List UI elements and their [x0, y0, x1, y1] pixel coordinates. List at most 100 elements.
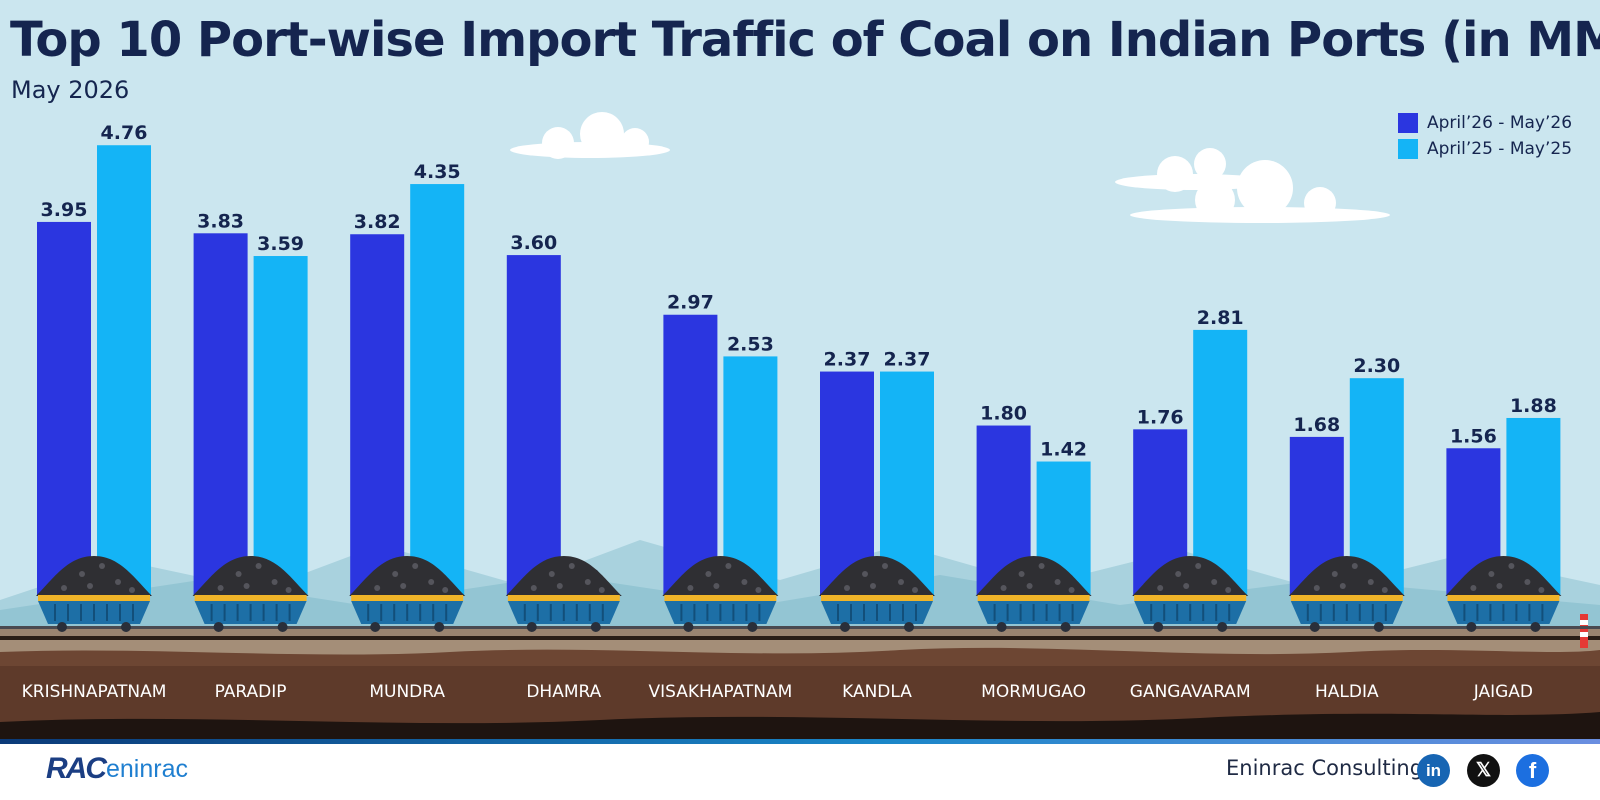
chart-title: Top 10 Port-wise Import Traffic of Coal …	[10, 12, 1600, 68]
category-label: HALDIA	[1315, 682, 1379, 702]
wagon-rim	[1447, 595, 1560, 601]
wagon-wheel	[277, 622, 288, 632]
legend-swatch-current	[1398, 113, 1418, 133]
wagon-rib	[1019, 604, 1022, 621]
wagon-rib	[1476, 604, 1479, 621]
coal-lump	[844, 585, 850, 591]
coal-lump	[1351, 563, 1358, 569]
coal-lump	[87, 583, 93, 589]
coal-lump	[755, 587, 762, 593]
wagon-rib	[993, 604, 996, 621]
coal-lump	[1183, 583, 1190, 589]
wagon-rib	[1032, 604, 1035, 621]
wagon-rib	[863, 604, 865, 621]
bar-value-label: 2.97	[667, 292, 714, 314]
bar-current	[663, 314, 718, 596]
wagon-rib	[132, 604, 134, 621]
legend-label-previous: April’25 - May’25	[1427, 139, 1573, 159]
wagon-rib	[93, 604, 95, 621]
wagon-rim	[351, 595, 464, 601]
bar-previous	[97, 145, 151, 596]
wagon-rib	[80, 604, 82, 621]
coal-lump	[1524, 579, 1531, 585]
bar-value-label: 3.82	[354, 211, 401, 233]
wagon-rib	[876, 604, 878, 621]
wagon-rib	[1071, 604, 1074, 621]
wagon-rim	[664, 595, 777, 601]
wagon-rib	[1176, 604, 1179, 621]
category-label: GANGAVARAM	[1130, 682, 1251, 702]
cloud-right	[1115, 148, 1390, 223]
coal-lump	[1038, 563, 1045, 569]
wagon-rib	[249, 604, 252, 621]
wagon-wheel	[434, 622, 445, 632]
coal-lump	[1381, 587, 1388, 593]
bar-current	[193, 233, 248, 596]
coal-lump	[217, 585, 224, 591]
wagon-rim	[1290, 595, 1403, 601]
coal-lump	[285, 587, 292, 593]
coal-lump	[1068, 587, 1075, 593]
chart-subtitle: May 2026	[11, 76, 130, 104]
cloud-left	[510, 112, 670, 159]
wagon-rib	[889, 604, 891, 621]
wagon-rib	[523, 604, 526, 621]
bar-value-label: 4.35	[414, 161, 461, 183]
coal-lump	[271, 579, 278, 585]
wagon-wheel	[57, 622, 67, 632]
coal-lump	[400, 583, 407, 589]
coal-lump	[530, 585, 537, 591]
wagon-rib	[275, 604, 278, 621]
wagon-rib	[288, 604, 291, 621]
wagon-rib	[1006, 604, 1009, 621]
wagon-rib	[236, 604, 239, 621]
bar-current	[37, 221, 91, 596]
wagon-wheel	[1060, 622, 1071, 632]
coal-lump	[442, 587, 449, 593]
facebook-icon[interactable]: f	[1516, 754, 1549, 787]
wagon-rib	[536, 604, 539, 621]
coal-lump	[1470, 585, 1477, 591]
coal-lump	[99, 563, 105, 569]
wagon-rim	[821, 595, 933, 601]
bar-group-mundra: 3.82 4.35 MUNDRA	[349, 161, 466, 702]
wagon-rib	[1045, 604, 1048, 621]
bar-value-label: 2.37	[884, 349, 931, 371]
logo-mark: RAC	[46, 752, 107, 785]
legend-label-current: April’26 - May’26	[1427, 113, 1573, 133]
coal-lump	[1026, 583, 1033, 589]
bar-value-label: 1.88	[1510, 395, 1557, 417]
wagon-rib	[1358, 604, 1361, 621]
wagon-wheel	[1373, 622, 1384, 632]
wagon-rib	[680, 604, 683, 621]
coal-lump	[1175, 571, 1182, 577]
coal-lump	[1367, 579, 1374, 585]
wagon-wheel	[1309, 622, 1320, 632]
wagon-rib	[850, 604, 852, 621]
wagon-rib	[706, 604, 709, 621]
category-label: MUNDRA	[369, 682, 445, 702]
coal-lump	[1211, 579, 1218, 585]
bar-value-label: 2.37	[824, 349, 871, 371]
bar-group-kandla: 2.37 2.37 KANDLA	[819, 349, 935, 702]
coal-lump	[598, 587, 605, 593]
x-icon[interactable]: 𝕏	[1467, 754, 1500, 787]
coal-lump	[548, 571, 555, 577]
linkedin-icon[interactable]: in	[1417, 754, 1450, 787]
coal-lump	[235, 571, 242, 577]
bar-value-label: 1.76	[1137, 406, 1184, 428]
bar-group-visakhapatnam: 2.97 2.53 VISAKHAPATNAM	[648, 292, 792, 702]
coal-lump	[1225, 587, 1232, 593]
coal-lump	[1000, 585, 1007, 591]
wagon-rib	[1541, 604, 1544, 621]
wagon-rib	[1345, 604, 1348, 621]
footer: RAC eninrac Eninrac Consulting in 𝕏 f	[0, 744, 1600, 800]
wagon-rib	[915, 604, 917, 621]
bar-previous	[253, 256, 308, 596]
wagon-rib	[758, 604, 761, 621]
wagon-rim	[507, 595, 620, 601]
wagon-rib	[1528, 604, 1531, 621]
railway-ground	[0, 628, 1600, 740]
wagon-rib	[745, 604, 748, 621]
bar-value-label: 2.81	[1197, 307, 1244, 329]
